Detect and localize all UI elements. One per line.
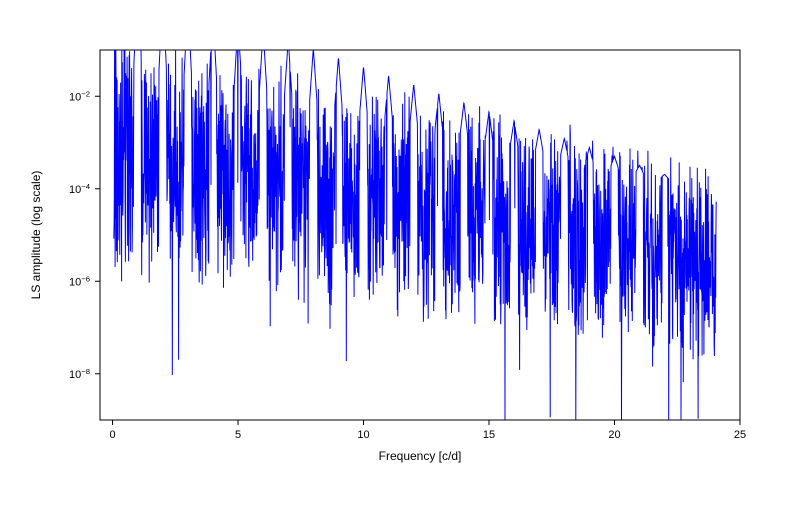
x-tick-label: 25 — [734, 429, 746, 441]
periodogram-chart: 0 5 10 15 20 25 10−8 10−6 10−4 10−2 Frequency [c/d… — [0, 0, 800, 500]
spectrum-line — [114, 27, 716, 429]
y-tick-label: 10−2 — [69, 89, 90, 104]
x-axis-label: Frequency [c/d] — [379, 449, 462, 463]
x-tick-label: 10 — [357, 429, 369, 441]
chart-container: 0 5 10 15 20 25 10−8 10−6 10−4 10−2 Frequency [c/d… — [0, 0, 800, 500]
x-tick-label: 20 — [608, 429, 620, 441]
x-tick-label: 0 — [109, 429, 115, 441]
x-tick-label: 15 — [483, 429, 495, 441]
x-tick-label: 5 — [235, 429, 241, 441]
y-tick-label: 10−4 — [69, 181, 91, 196]
y-tick-label: 10−8 — [69, 366, 90, 381]
y-axis-label: LS amplitude (log scale) — [29, 171, 43, 300]
y-tick-label: 10−6 — [69, 274, 90, 289]
